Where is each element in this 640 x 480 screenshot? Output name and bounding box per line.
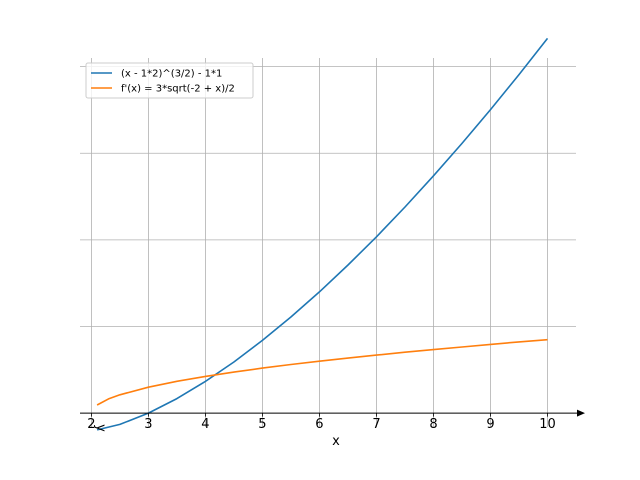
- ticks: 2 3 4 5 6 7 8 9 10: [87, 413, 556, 432]
- x-tick-label-10: 10: [539, 417, 556, 432]
- legend: (x - 1*2)^(3/2) - 1*1 f'(x) = 3*sqrt(-2 …: [85, 62, 254, 99]
- x-axis-arrow: [577, 409, 585, 417]
- x-axis-label: x: [332, 434, 340, 449]
- series-layer: [96, 37, 549, 431]
- legend-frame: [85, 62, 254, 99]
- series-line-1: [96, 37, 549, 431]
- legend-label-series-1: (x - 1*2)^(3/2) - 1*1: [121, 69, 222, 80]
- x-tick-label-7: 7: [372, 417, 380, 432]
- x-tick-label-2: 2: [87, 417, 95, 432]
- x-tick-label-3: 3: [144, 417, 152, 432]
- y-axis-label: y: [93, 424, 108, 432]
- x-tick-label-5: 5: [258, 417, 266, 432]
- grid: [80, 58, 576, 427]
- x-tick-label-8: 8: [429, 417, 437, 432]
- series-line-2: [96, 338, 548, 406]
- x-tick-label-4: 4: [201, 417, 209, 432]
- legend-label-series-2: f'(x) = 3*sqrt(-2 + x)/2: [121, 84, 235, 95]
- x-tick-label-6: 6: [315, 417, 323, 432]
- x-tick-label-9: 9: [486, 417, 494, 432]
- axes: [80, 409, 585, 417]
